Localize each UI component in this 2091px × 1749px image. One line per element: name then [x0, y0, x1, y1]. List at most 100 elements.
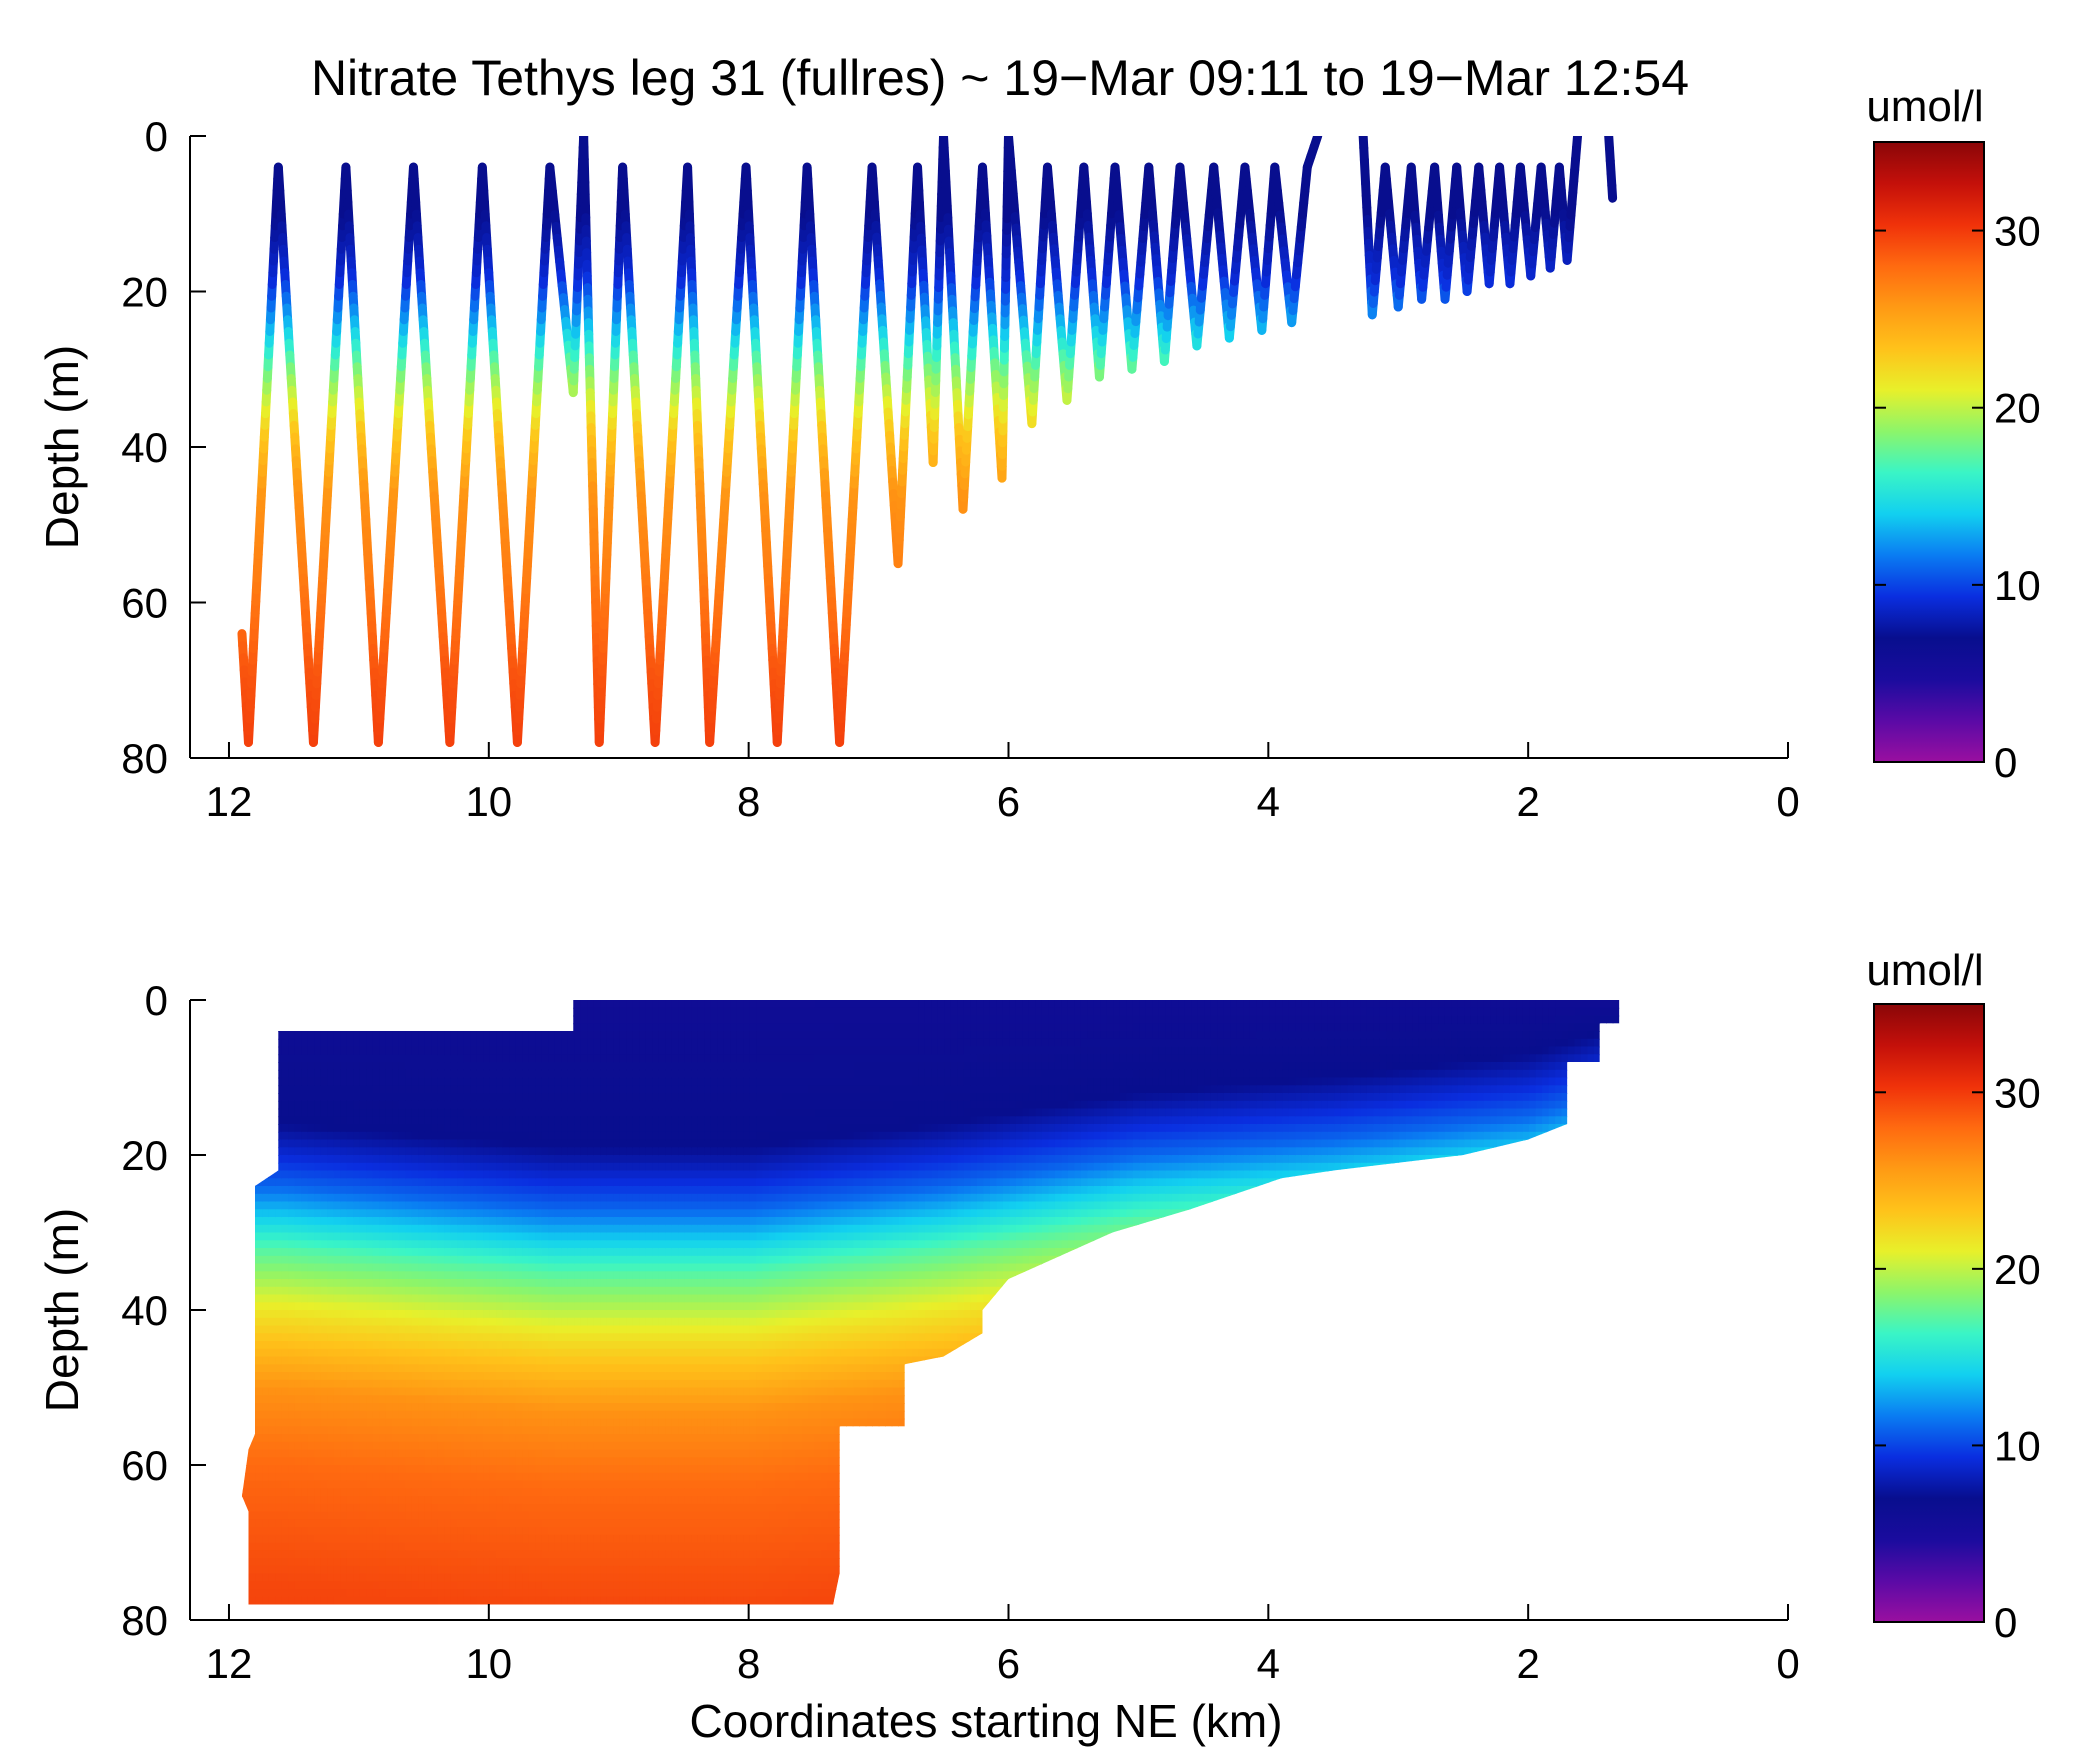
section-cell	[1639, 1155, 1646, 1164]
section-cell	[1639, 1225, 1646, 1234]
section-cell	[1586, 1054, 1594, 1063]
section-cell	[1573, 1100, 1581, 1110]
section-cell	[1619, 1310, 1626, 1319]
section-cell	[1560, 1162, 1568, 1172]
section-cell	[1599, 1000, 1607, 1009]
section-cell	[1756, 1411, 1763, 1420]
section-cell	[1645, 1209, 1652, 1218]
section-cell	[1639, 1194, 1646, 1203]
section-cell	[1704, 1566, 1711, 1575]
section-cell	[1567, 1519, 1575, 1528]
section-cell	[1626, 1527, 1633, 1536]
section-cell	[1599, 1201, 1607, 1211]
section-cell	[1684, 1558, 1691, 1567]
section-cell	[1710, 1597, 1717, 1606]
section-cell	[1606, 1317, 1614, 1327]
section-cell	[1573, 1418, 1581, 1428]
section-cell	[1710, 1217, 1717, 1226]
section-cell	[1645, 1318, 1652, 1327]
section-cell	[1580, 1178, 1588, 1187]
section-cell	[1782, 1426, 1789, 1435]
section-cell	[1717, 1163, 1724, 1172]
profile-point	[1572, 136, 1583, 152]
section-cell	[1652, 1078, 1659, 1087]
section-cell	[1678, 1488, 1685, 1497]
section-cell	[1704, 1473, 1711, 1482]
section-cell	[1619, 1512, 1626, 1521]
section-cell	[1769, 1543, 1776, 1552]
section-cell	[1534, 1023, 1543, 1032]
section-cell	[1606, 1364, 1614, 1373]
section-cell	[1691, 1558, 1698, 1567]
section-cell	[1567, 1441, 1575, 1451]
section-cell	[1671, 1333, 1678, 1342]
section-cell	[1678, 1519, 1685, 1528]
section-cell	[1756, 1581, 1763, 1590]
section-cell	[1775, 1132, 1782, 1141]
section-cell	[1678, 1186, 1685, 1195]
section-cell	[1599, 1093, 1607, 1102]
section-cell	[1652, 1357, 1659, 1366]
section-cell	[1782, 1535, 1789, 1544]
section-cell	[1769, 1341, 1776, 1350]
section-cell	[1586, 1542, 1594, 1552]
section-cell	[1619, 1357, 1626, 1366]
section-cell	[1756, 1124, 1763, 1133]
section-cell	[1697, 1209, 1704, 1218]
section-cell	[1573, 1364, 1581, 1373]
section-cell	[1762, 1504, 1769, 1513]
section-cell	[1652, 1543, 1659, 1552]
section-cell	[1782, 1039, 1789, 1048]
section-cell	[1658, 1574, 1665, 1583]
section-cell	[1586, 1534, 1594, 1544]
section-cell	[1671, 1256, 1678, 1265]
section-cell	[1704, 1116, 1711, 1125]
section-cell	[1560, 1069, 1568, 1079]
section-cell	[1665, 1574, 1672, 1583]
section-cell	[1665, 1116, 1672, 1125]
section-cell	[1580, 1310, 1588, 1319]
section-cell	[1691, 1395, 1698, 1404]
section-cell	[1547, 1372, 1556, 1381]
section-cell	[1691, 1225, 1698, 1234]
section-cell	[1678, 1527, 1685, 1536]
section-cell	[1736, 1473, 1743, 1482]
section-cell	[1573, 1465, 1581, 1474]
section-cell	[1723, 1581, 1730, 1590]
section-cell	[1704, 1295, 1711, 1304]
section-cell	[1769, 1047, 1776, 1056]
section-cell	[1632, 1481, 1639, 1490]
section-cell	[1639, 1062, 1646, 1071]
section-cell	[1717, 1550, 1724, 1559]
section-cell	[1775, 1434, 1782, 1443]
section-cell	[1632, 1116, 1639, 1125]
section-cell	[1521, 1077, 1530, 1087]
section-cell	[1775, 1023, 1782, 1032]
section-cell	[1743, 1186, 1750, 1195]
section-cell	[1775, 1070, 1782, 1079]
section-cell	[1684, 1093, 1691, 1102]
section-cell	[1743, 1566, 1750, 1575]
section-cell	[1775, 1271, 1782, 1280]
section-cell	[1652, 1116, 1659, 1125]
section-cell	[1639, 1574, 1646, 1583]
section-cell	[1554, 1488, 1562, 1497]
section-cell	[1573, 1255, 1581, 1265]
section-cell	[1782, 1147, 1789, 1156]
section-cell	[1528, 1178, 1536, 1187]
section-cell	[1619, 1124, 1626, 1133]
section-cell	[1684, 1318, 1691, 1327]
section-cell	[1704, 1217, 1711, 1226]
section-cell	[1528, 1356, 1536, 1366]
section-cell	[1658, 1085, 1665, 1094]
section-cell	[1639, 1132, 1646, 1141]
section-cell	[1658, 1442, 1665, 1451]
section-cell	[1586, 1015, 1594, 1025]
section-cell	[1658, 1535, 1665, 1544]
section-cell	[1769, 1605, 1776, 1614]
section-cell	[1652, 1395, 1659, 1404]
section-cell	[1684, 1047, 1691, 1056]
section-cell	[1782, 1512, 1789, 1521]
section-cell	[1710, 1357, 1717, 1366]
section-cell	[1671, 1581, 1678, 1590]
